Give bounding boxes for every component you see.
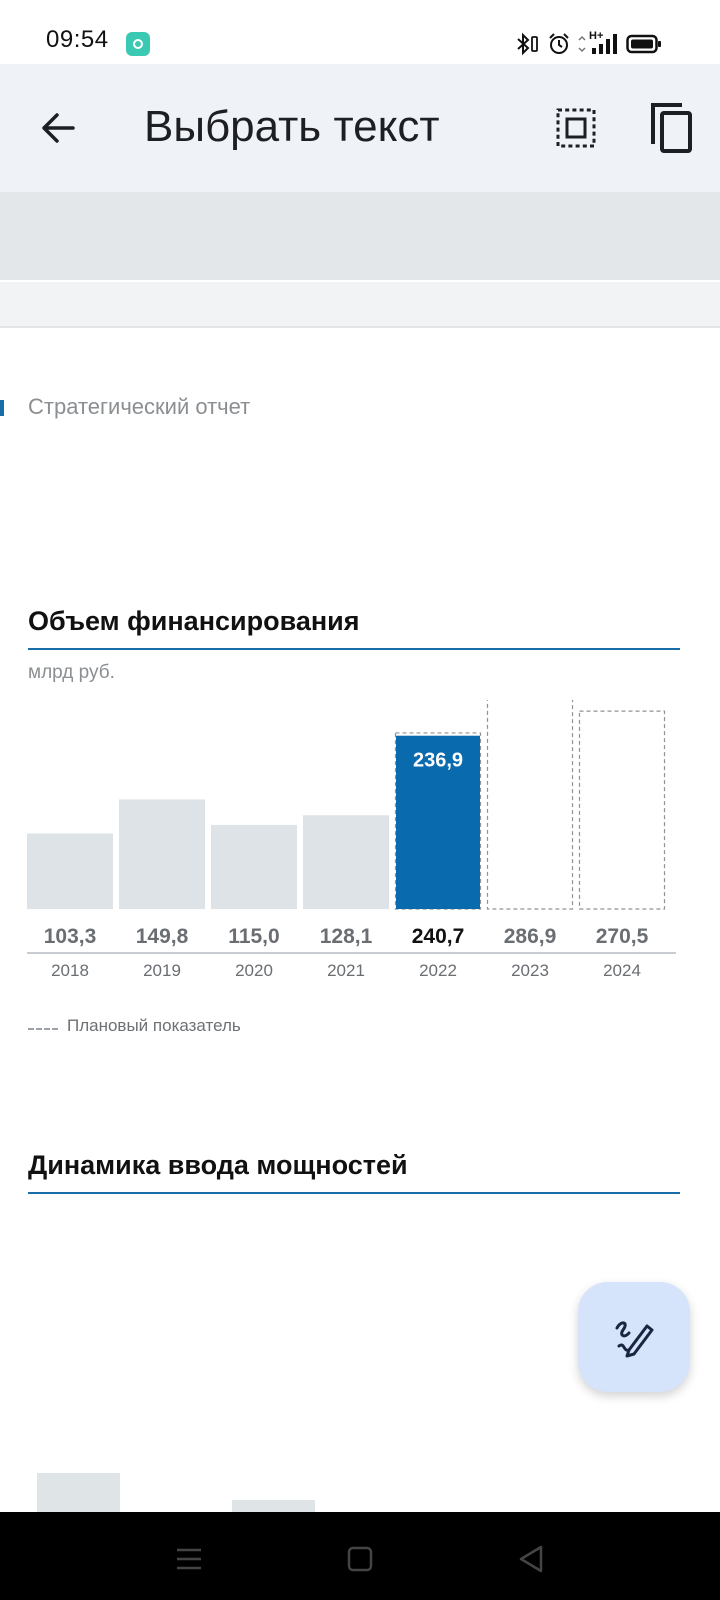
chart-value-label: 149,8 — [136, 925, 189, 948]
recent-apps-button[interactable] — [164, 1534, 214, 1584]
network-type-label: H+ — [589, 30, 604, 42]
section-divider — [28, 1192, 680, 1194]
chart-bar-partial — [37, 1473, 120, 1513]
select-all-button[interactable] — [552, 104, 600, 152]
legend-dashed-marker — [28, 1028, 58, 1030]
status-time: 09:54 — [46, 26, 109, 53]
app-notification-icon — [126, 32, 150, 56]
alarm-icon — [549, 33, 569, 54]
chart-value-label: 128,1 — [320, 925, 373, 948]
back-arrow-icon — [42, 113, 75, 143]
page-header-marker — [0, 400, 4, 416]
signal-icon — [592, 34, 617, 54]
legend-label[interactable]: Плановый показатель — [67, 1016, 241, 1035]
menu-icon — [177, 1548, 201, 1570]
bluetooth-icon — [517, 32, 538, 56]
chart-unit-label[interactable]: млрд руб. — [28, 662, 115, 683]
data-arrows-icon — [578, 35, 586, 53]
copy-button[interactable] — [648, 100, 696, 156]
chart-data-label-actual: 236,9 — [413, 750, 463, 772]
back-button[interactable] — [28, 98, 88, 158]
home-button[interactable] — [335, 1534, 385, 1584]
page-title: Выбрать текст — [144, 102, 440, 151]
system-navigation-bar — [0, 1512, 720, 1600]
chart-x-tick-label: 2022 — [419, 961, 457, 980]
home-square-icon — [347, 1546, 373, 1572]
page-header[interactable]: Стратегический отчет — [28, 394, 251, 419]
chart-bar — [27, 833, 113, 909]
handwriting-pen-icon — [615, 1321, 654, 1358]
chart-x-tick-label: 2023 — [511, 961, 549, 980]
copy-icon — [651, 103, 692, 153]
section-title[interactable]: Динамика ввода мощностей — [28, 1150, 408, 1180]
select-all-icon — [556, 108, 596, 148]
funding-bar-chart: 103,3 2018 149,8 2019 115,0 2020 128,1 2021 236,… — [27, 700, 676, 980]
handwriting-button[interactable] — [578, 1282, 690, 1392]
chart-value-label: 115,0 — [228, 925, 279, 948]
chart-x-tick-label: 2018 — [51, 961, 89, 980]
chart-bar — [211, 824, 297, 909]
chart-title[interactable]: Объем финансирования — [28, 606, 360, 636]
chart-x-tick-label: 2024 — [603, 961, 641, 980]
section-divider — [28, 648, 680, 650]
chart-bar-planned — [578, 710, 666, 910]
system-back-button[interactable] — [506, 1534, 556, 1584]
chart-bar — [119, 799, 205, 909]
chart-bar-actual — [396, 735, 480, 909]
chart-x-tick-label: 2021 — [327, 961, 365, 980]
battery-icon — [626, 34, 661, 54]
document-toolbar-band — [0, 192, 720, 280]
document-page-gap — [0, 282, 720, 328]
chart-value-label: 103,3 — [44, 925, 97, 948]
chart-value-label: 270,5 — [596, 925, 649, 948]
chart-x-tick-label: 2019 — [143, 961, 181, 980]
chart-bar — [303, 815, 389, 909]
back-triangle-icon — [519, 1545, 543, 1573]
chart-value-label: 240,7 — [412, 925, 465, 948]
chart-value-label: 286,9 — [504, 925, 557, 948]
chart-bar-planned — [486, 700, 574, 910]
chart-x-tick-label: 2020 — [235, 961, 273, 980]
app-bar — [0, 64, 720, 192]
